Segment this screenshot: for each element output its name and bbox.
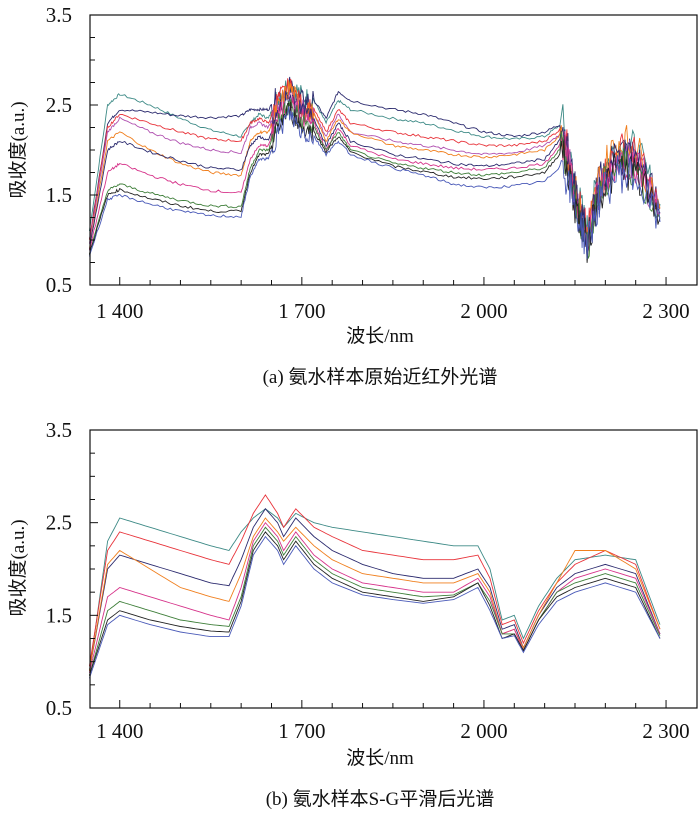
x-tick-label: 1 400 (96, 299, 143, 323)
series-line-4 (88, 89, 661, 252)
x-tick-label: 1 700 (278, 719, 325, 743)
y-axis-label: 吸收度(a.u.) (7, 101, 29, 198)
series-line-8 (88, 535, 661, 679)
series-line-6 (88, 526, 661, 676)
series-line-5 (88, 80, 661, 250)
x-tick-label: 2 300 (642, 719, 689, 743)
y-tick-label: 0.5 (46, 696, 72, 720)
series-line-2 (88, 494, 661, 667)
x-axis-label: 波长/nm (346, 325, 414, 347)
caption: (a) 氨水样本原始近红外光谱 (263, 366, 498, 388)
y-axis-label: 吸收度(a.u.) (7, 519, 29, 616)
caption: (b) 氨水样本S-G平滑后光谱 (266, 788, 495, 810)
x-tick-label: 1 700 (278, 299, 325, 323)
y-tick-label: 2.5 (46, 93, 72, 117)
x-tick-label: 2 300 (642, 299, 689, 323)
y-tick-label: 3.5 (46, 418, 72, 442)
x-tick-label: 1 400 (96, 719, 143, 743)
x-axis-label: 波长/nm (346, 747, 414, 769)
series-line-7 (88, 531, 661, 676)
series-line-7 (88, 96, 661, 258)
chart-panel-b: 吸收度(a.u.) 波长/nm (b) 氨水样本S-G平滑后光谱 1 400 1 … (7, 418, 698, 810)
series-line-4 (88, 517, 661, 671)
chart-panel-a: 吸收度(a.u.) 波长/nm (a) 氨水样本原始近红外光谱 1 400 1 7… (7, 3, 698, 388)
series-line-2 (88, 76, 661, 245)
series-line-5 (88, 521, 661, 673)
y-tick-label: 1.5 (46, 183, 72, 207)
series-line-1 (88, 508, 661, 671)
y-tick-label: 1.5 (46, 603, 72, 627)
series-line-9 (88, 101, 661, 263)
series-line-10 (88, 106, 661, 259)
y-tick-label: 2.5 (46, 511, 72, 535)
x-tick-label: 2 000 (460, 299, 507, 323)
y-tick-label: 3.5 (46, 3, 72, 27)
y-tick-label: 0.5 (46, 273, 72, 297)
plot-frame (89, 14, 698, 286)
x-tick-label: 2 000 (460, 719, 507, 743)
series-line-6 (88, 90, 661, 251)
